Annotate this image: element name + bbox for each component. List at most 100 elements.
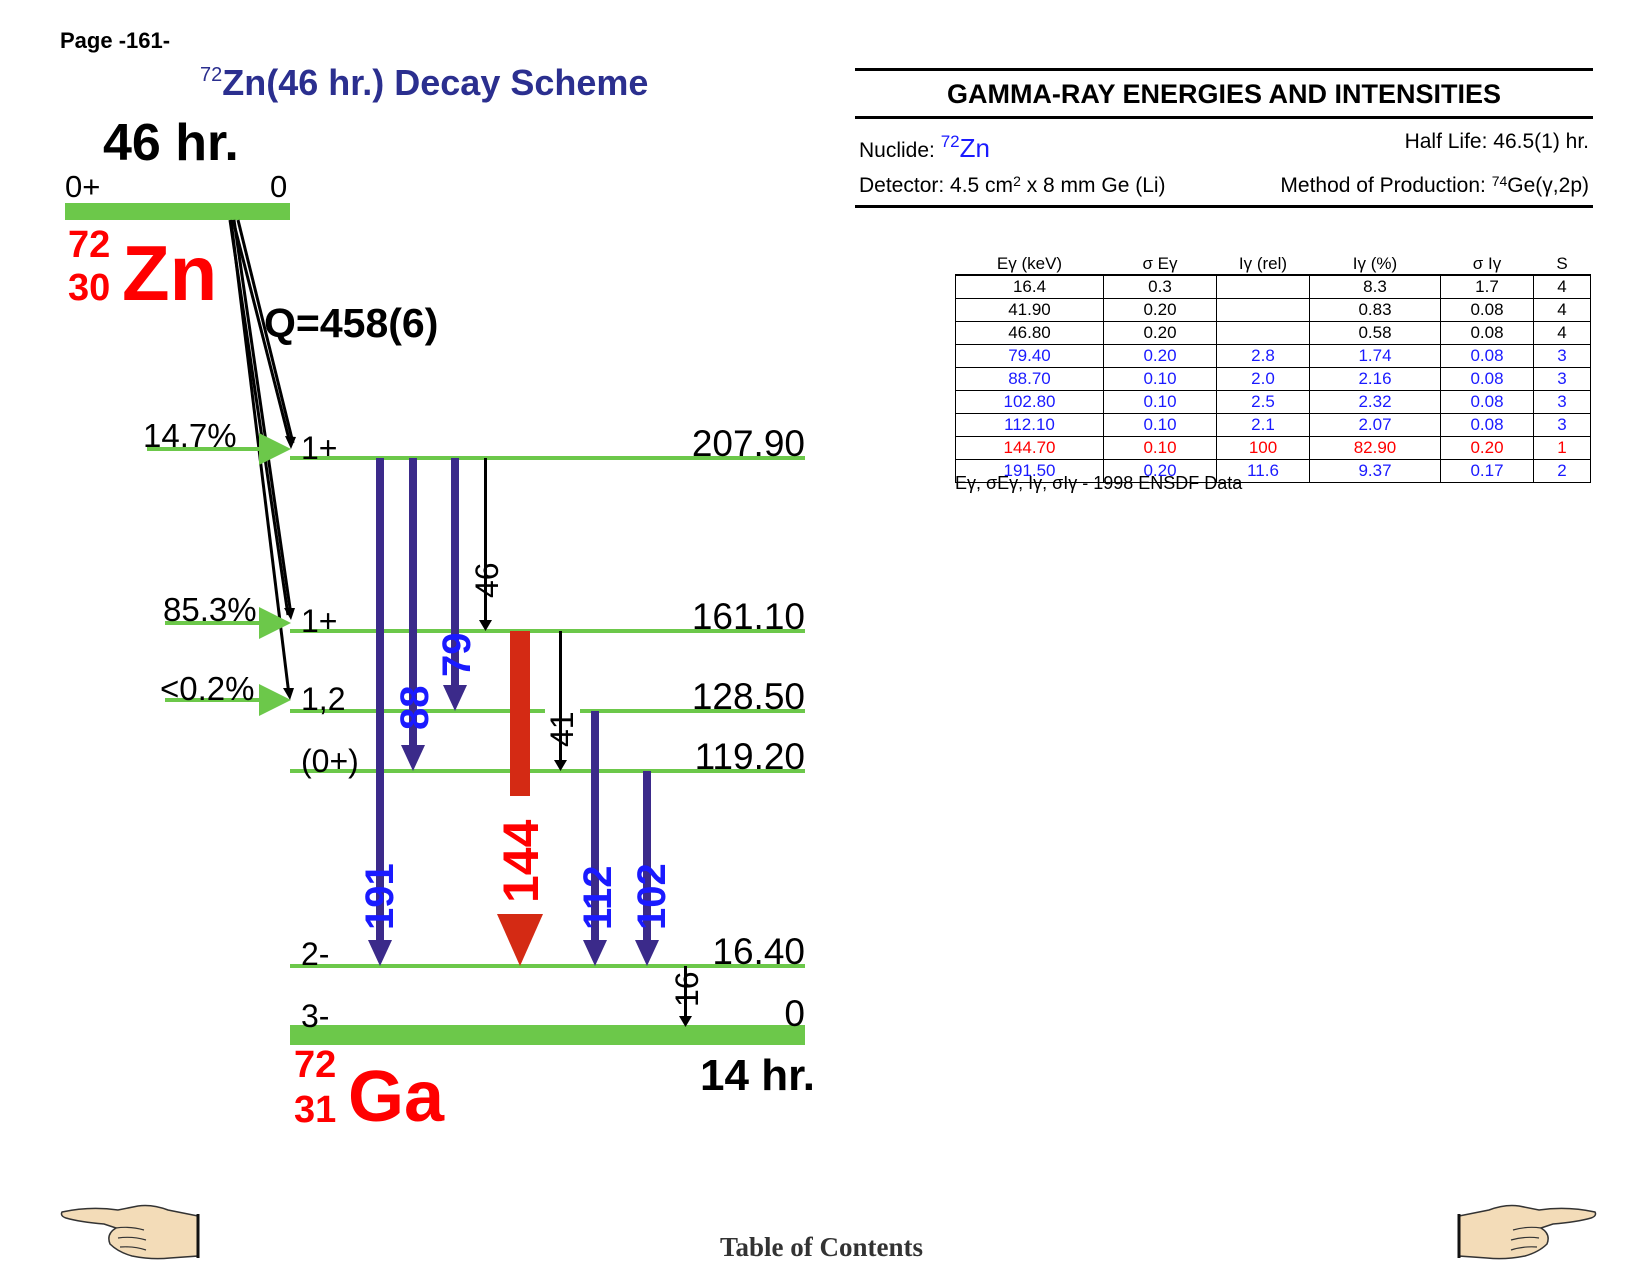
parent-half-life: 46 hr.	[103, 114, 239, 172]
gamma-arrowhead-16	[679, 1016, 692, 1027]
feeding-label-207: 14.7%	[143, 417, 237, 454]
table-row: 144.70 0.10 100 82.90 0.20 1	[955, 436, 1591, 460]
detector-field: Detector: 4.5 cm2 x 8 mm Ge (Li)	[859, 166, 1166, 201]
previous-page-hand-icon[interactable]	[60, 1200, 200, 1262]
panel-bottom-rule	[855, 205, 1593, 208]
table-cell: 0.08	[1440, 367, 1534, 391]
title-mass-number: 72	[200, 64, 223, 86]
table-cell: 0.3	[1103, 274, 1217, 299]
parent-atomic-number: 30	[68, 267, 110, 309]
table-cell: 8.3	[1309, 274, 1441, 299]
table-cell	[1216, 274, 1310, 299]
table-cell: 0.20	[1103, 321, 1217, 345]
table-cell	[1216, 298, 1310, 322]
detector-rest: x 8 mm Ge (Li)	[1020, 174, 1166, 197]
table-header-cell: σ Iγ	[1472, 254, 1502, 273]
table-of-contents-link[interactable]: Table of Contents	[720, 1232, 924, 1262]
table-cell: 2.8	[1216, 344, 1310, 368]
level-spin-0: 3-	[301, 998, 329, 1034]
level-energy-207: 207.90	[692, 423, 805, 464]
table-header-cell: Iγ (%)	[1352, 254, 1398, 273]
table-footnote: Eγ, σEγ, Iγ, σIγ - 1998 ENSDF Data	[955, 473, 1243, 493]
gamma-info-panel: GAMMA-RAY ENERGIES AND INTENSITIES Nucli…	[855, 68, 1593, 208]
parent-energy: 0	[270, 169, 287, 204]
gamma-table: Eγ (keV) σ Eγ Iγ (rel) Iγ (%) σ Iγ S 16.4 0.3 8…	[955, 244, 1591, 483]
table-cell: 1.74	[1309, 344, 1441, 368]
table-cell: 0.08	[1440, 413, 1534, 437]
gamma-arrowhead-88	[401, 745, 425, 771]
gamma-arrowhead-191	[368, 940, 392, 966]
table-cell: 2	[1533, 459, 1591, 483]
feeding-label-161: 85.3%	[163, 591, 257, 628]
daughter-symbol: Ga	[348, 1057, 445, 1137]
table-cell: 0.20	[1440, 436, 1534, 460]
level-spin-119: (0+)	[301, 743, 359, 779]
level-spin-16: 2-	[301, 936, 329, 972]
gamma-line-102	[643, 771, 651, 946]
gamma-line-144	[510, 631, 530, 796]
table-cell	[1216, 321, 1310, 345]
title-text: Zn(46 hr.) Decay Scheme	[222, 62, 649, 103]
detector-label: Detector: 4.5 cm	[859, 174, 1014, 197]
table-cell: 0.20	[1103, 298, 1217, 322]
panel-mid-rule	[855, 116, 1593, 119]
table-cell: 2.32	[1309, 390, 1441, 414]
table-cell: 0.10	[1103, 436, 1217, 460]
table-cell: 2.5	[1216, 390, 1310, 414]
table-row: 41.90 0.20 0.83 0.08 4	[955, 298, 1591, 322]
table-cell: 4	[1533, 298, 1591, 322]
table-row: 102.80 0.10 2.5 2.32 0.08 3	[955, 390, 1591, 414]
panel-top-rule	[855, 68, 1593, 71]
table-cell: 46.80	[955, 321, 1104, 345]
table-cell: 2.0	[1216, 367, 1310, 391]
gamma-label-88: 88	[393, 686, 437, 731]
table-cell: 0.20	[1103, 459, 1217, 483]
table-cell: 112.10	[955, 413, 1104, 437]
table-cell: 3	[1533, 413, 1591, 437]
level-lines	[290, 456, 805, 968]
gamma-line-16	[684, 966, 687, 1018]
gamma-label-144: 144	[493, 819, 549, 903]
table-cell: 88.70	[955, 367, 1104, 391]
gamma-arrowhead-46	[479, 620, 492, 631]
gamma-line-191	[376, 458, 384, 946]
table-cell: 3	[1533, 344, 1591, 368]
decay-scheme-diagram: 46 hr. 0+ 0 72 30 Zn Q=458(6) 14.7% 85.3…	[65, 114, 815, 1137]
gamma-label-41: 41	[544, 711, 580, 747]
level-energy-119: 119.20	[695, 736, 805, 777]
level-spin-128: 1,2	[301, 681, 345, 717]
half-life-field: Half Life: 46.5(1) hr.	[1404, 130, 1589, 153]
table-cell: 0.08	[1440, 321, 1534, 345]
table-cell: 0.20	[1103, 344, 1217, 368]
gamma-label-79: 79	[435, 633, 479, 678]
table-cell: 2.16	[1309, 367, 1441, 391]
table-cell: 0.10	[1103, 413, 1217, 437]
table-cell: 1	[1533, 436, 1591, 460]
gamma-label-112: 112	[576, 865, 620, 930]
nuclide-info: Nuclide: 72Zn Half Life: 46.5(1) hr. Det…	[855, 119, 1593, 205]
table-cell: 0.83	[1309, 298, 1441, 322]
gamma-label-16: 16	[669, 971, 705, 1007]
table-cell: 1.7	[1440, 274, 1534, 299]
page-label: Page -161-	[60, 28, 171, 53]
gamma-arrowhead-41	[554, 760, 567, 771]
table-cell: 79.40	[955, 344, 1104, 368]
table-row: 46.80 0.20 0.58 0.08 4	[955, 321, 1591, 345]
table-header-cell: S	[1556, 254, 1568, 273]
parent-mass-number: 72	[68, 224, 110, 266]
gamma-label-46: 46	[469, 562, 505, 598]
detector-exponent: 2	[1013, 173, 1021, 189]
nuclide-symbol: Zn	[959, 133, 990, 163]
table-cell: 0.10	[1103, 390, 1217, 414]
nuclide-field: Nuclide: 72Zn	[859, 127, 990, 166]
table-cell: 3	[1533, 390, 1591, 414]
gamma-arrowhead-144	[497, 914, 543, 966]
table-header-cell: Iγ (rel)	[1238, 254, 1288, 273]
gamma-line-112	[591, 711, 599, 946]
level-energy-0: 0	[784, 993, 805, 1034]
parent-level-bar	[65, 203, 290, 220]
table-cell: 41.90	[955, 298, 1104, 322]
table-cell: 4	[1533, 274, 1591, 299]
next-page-hand-icon[interactable]	[1457, 1200, 1597, 1262]
table-cell: 0.08	[1440, 390, 1534, 414]
